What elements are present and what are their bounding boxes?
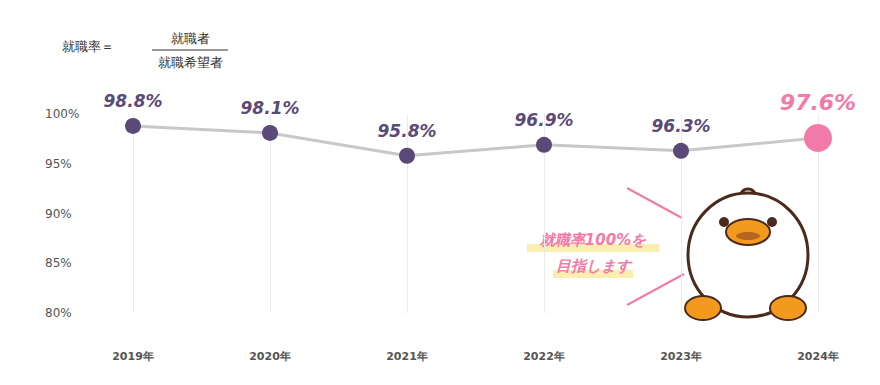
- svg-text:目指します: 目指します: [556, 257, 633, 275]
- svg-text:80%: 80%: [45, 306, 72, 320]
- svg-text:96.9%: 96.9%: [515, 110, 574, 130]
- svg-text:2023年: 2023年: [660, 350, 702, 363]
- svg-text:就職率100%を: 就職率100%を: [539, 231, 647, 249]
- svg-text:就職者: 就職者: [171, 31, 210, 46]
- svg-text:就職率＝: 就職率＝: [62, 39, 114, 54]
- svg-text:2021年: 2021年: [386, 350, 428, 363]
- svg-text:85%: 85%: [45, 256, 72, 270]
- svg-text:就職希望者: 就職希望者: [158, 55, 223, 70]
- svg-text:90%: 90%: [45, 207, 72, 221]
- svg-text:100%: 100%: [45, 107, 79, 121]
- svg-text:96.3%: 96.3%: [652, 116, 711, 136]
- svg-text:2022年: 2022年: [523, 350, 565, 363]
- svg-text:2024年: 2024年: [797, 350, 839, 363]
- svg-text:2020年: 2020年: [249, 350, 291, 363]
- svg-text:95%: 95%: [45, 157, 72, 171]
- svg-text:95.8%: 95.8%: [378, 121, 437, 141]
- svg-text:2019年: 2019年: [112, 350, 154, 363]
- svg-text:98.8%: 98.8%: [104, 91, 163, 111]
- svg-text:98.1%: 98.1%: [241, 98, 300, 118]
- svg-text:97.6%: 97.6%: [780, 90, 856, 115]
